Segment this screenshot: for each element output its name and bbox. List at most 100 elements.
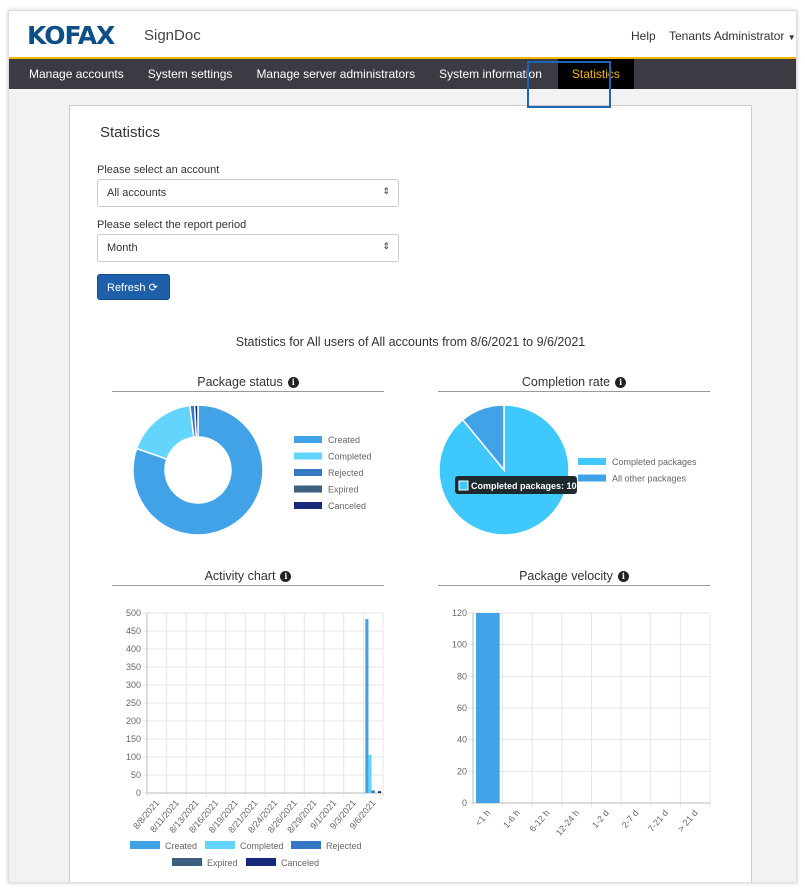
legend-label: Rejected [326,841,362,851]
highlight-box [527,61,611,108]
y-tick-label: 450 [126,626,141,636]
user-name: Tenants Administrator [669,29,785,43]
nav-manage-server-administrators[interactable]: Manage server administrators [256,67,416,81]
y-tick-label: 200 [126,716,141,726]
legend-swatch [172,858,202,866]
legend-label: Canceled [281,858,319,868]
period-label: Please select the report period [97,219,247,231]
legend-swatch [246,858,276,866]
legend-label: Completed [328,452,372,462]
account-label: Please select an account [97,164,220,176]
x-tick-label: 12-24 h [554,808,581,838]
legend-swatch [294,452,322,460]
y-tick-label: 250 [126,698,141,708]
x-tick-label: 1-6 h [501,808,522,830]
activity-bar [365,619,369,793]
caret-down-icon: ▼ [787,33,796,42]
pie-slice-created [132,404,264,536]
user-menu[interactable]: Tenants Administrator ▼ [669,29,796,43]
nav-system-settings[interactable]: System settings [147,67,233,81]
y-tick-label: 60 [457,703,467,713]
legend-swatch [578,458,606,465]
header: KOFAX SignDoc Help Tenants Administrator… [9,11,796,59]
chart-title: Package velocity [519,569,613,583]
y-tick-label: 120 [452,608,467,618]
legend-label: Completed [240,841,284,851]
main-nav: Manage accounts System settings Manage s… [9,59,796,89]
package-status-title: Package status i [112,375,384,392]
x-tick-label: <1 h [473,808,492,828]
y-tick-label: 500 [126,608,141,618]
y-tick-label: 50 [131,770,141,780]
y-tick-label: 0 [136,788,141,798]
y-tick-label: 400 [126,644,141,654]
y-tick-label: 0 [462,798,467,808]
app-window: KOFAX SignDoc Help Tenants Administrator… [8,10,797,883]
info-icon[interactable]: i [280,571,292,582]
activity-bar [368,754,372,793]
refresh-button[interactable]: Refresh ⟳ [97,274,170,300]
account-select[interactable]: All accounts ⇕ [97,179,399,207]
x-tick-label: 2-7 d [620,808,641,830]
chart-title: Activity chart [204,569,276,583]
product-name: SignDoc [144,27,201,44]
kofax-logo: KOFAX [27,21,115,50]
sort-arrows-icon: ⇕ [382,241,390,251]
activity-bar [371,790,375,793]
account-value: All accounts [107,187,167,199]
pie-slice-all-other-packages [461,404,505,473]
x-tick-label: 1-2 d [590,808,611,830]
velocity-bar [475,613,500,803]
y-tick-label: 80 [457,671,467,681]
y-tick-label: 350 [126,662,141,672]
info-icon[interactable]: i [287,377,299,388]
statistics-subtitle: Statistics for All users of All accounts… [235,335,586,349]
help-link[interactable]: Help [631,29,656,43]
package-velocity-title: Package velocity i [438,569,710,586]
legend-label: Expired [207,858,238,868]
y-tick-label: 150 [126,734,141,744]
legend-label: All other packages [612,474,687,484]
info-icon[interactable]: i [617,571,629,582]
nav-statistics[interactable]: Statistics [557,59,634,89]
y-tick-label: 300 [126,680,141,690]
legend-label: Rejected [328,468,364,478]
activity-bar [377,791,382,793]
legend-swatch [130,841,160,849]
pie-slice-canceled [193,404,199,438]
x-tick-label: 6-12 h [528,808,552,834]
info-icon[interactable]: i [615,377,627,388]
legend-swatch [294,485,322,493]
refresh-icon: ⟳ [148,282,158,294]
page-title: Statistics [100,124,161,141]
tooltip-swatch [458,480,469,491]
legend-label: Created [328,435,360,445]
x-tick-label: > 21 d [676,808,700,834]
pie-slice-completed [135,404,195,461]
activity-chart-title: Activity chart i [112,569,384,586]
refresh-label: Refresh [107,282,146,294]
nav-manage-accounts[interactable]: Manage accounts [29,67,124,81]
legend-label: Completed packages [612,457,697,467]
legend-swatch [578,474,606,482]
period-select[interactable]: Month ⇕ [97,234,399,262]
legend-swatch [294,436,322,443]
y-tick-label: 40 [457,735,467,745]
legend-label: Expired [328,485,359,495]
nav-system-information[interactable]: System information [439,67,542,81]
completion-rate-title: Completion rate i [438,375,710,392]
x-tick-label: 7-21 d [646,808,670,834]
legend-label: Canceled [328,501,366,511]
y-tick-label: 100 [452,640,467,650]
charts-canvas: Created Completed Rejected Expired Canceled C… [126,404,711,868]
tooltip-text: Completed packages: 106 [471,481,582,491]
sort-arrows-icon: ⇕ [382,186,390,196]
chart-title: Package status [197,375,283,389]
y-tick-label: 20 [457,766,467,776]
y-tick-label: 100 [126,752,141,762]
legend-swatch [205,841,235,849]
tooltip [455,476,577,494]
statistics-card: Statistics Please select an account All … [69,105,752,882]
legend-swatch [294,502,322,509]
legend-label: Created [165,841,197,851]
